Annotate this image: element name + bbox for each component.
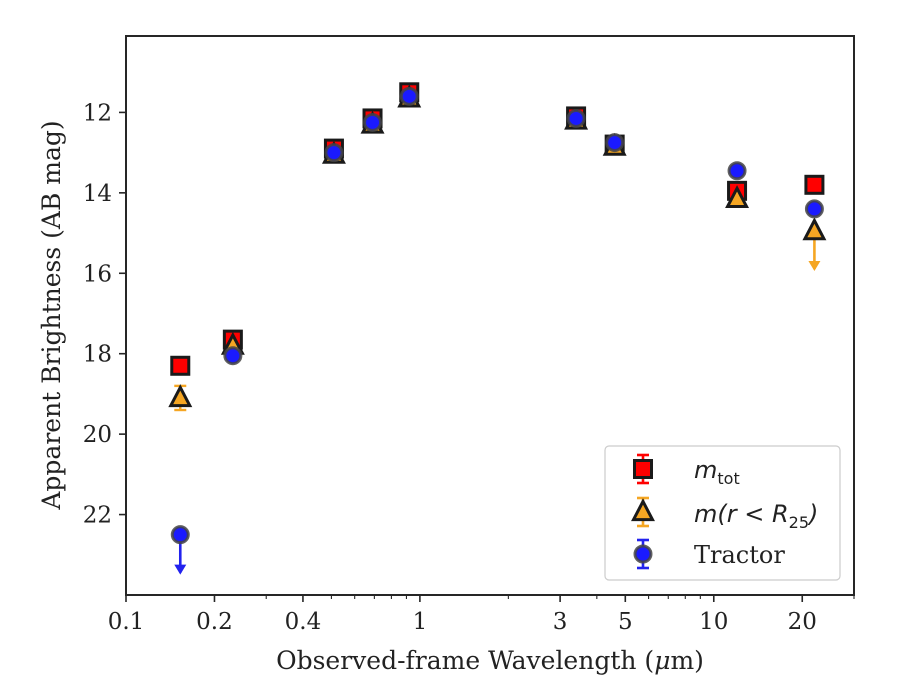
plot-frame <box>125 35 855 596</box>
y-axis-title: Apparent Brightness (AB mag) <box>37 120 66 510</box>
upper-limit-arrow-head <box>174 564 187 575</box>
y-tick-label: 22 <box>83 503 112 529</box>
x-tick-label: 20 <box>788 609 817 635</box>
data-point-tractor <box>324 143 344 163</box>
data-point-tractor <box>804 199 824 219</box>
data-point-tractor <box>170 525 190 545</box>
x-tick-label: 0.4 <box>285 609 322 635</box>
legend-label-m-r-r25: m(r < R25) <box>694 500 818 532</box>
x-tick-label: 1 <box>413 609 428 635</box>
data-point-tractor <box>566 108 586 128</box>
upper-limit-arrow-head <box>808 261 821 272</box>
legend-marker-tractor <box>633 544 653 564</box>
x-tick-label: 5 <box>618 609 633 635</box>
data-point-tractor <box>363 112 383 132</box>
data-point-mtot <box>170 355 191 376</box>
y-tick-label: 20 <box>83 422 112 448</box>
x-tick-label: 0.1 <box>108 609 145 635</box>
series-mtot <box>170 82 825 376</box>
y-tick-label: 14 <box>83 181 112 207</box>
data-point-m-r-r25 <box>168 384 193 408</box>
legend-marker-mtot <box>633 459 653 479</box>
y-tick-label: 18 <box>83 342 112 368</box>
ticks-layer: 0.1 0.2 0.4 1 3 5 10 20 12 14 16 18 20 22 <box>83 100 855 635</box>
y-tick-label: 16 <box>83 261 112 287</box>
points-layer <box>168 82 827 575</box>
legend-markers <box>631 453 655 570</box>
legend-label-mtot: mtot <box>694 456 740 488</box>
y-tick-label: 12 <box>83 100 112 126</box>
data-point-tractor <box>727 161 747 181</box>
data-point-tractor <box>223 346 243 366</box>
data-point-mtot <box>804 174 825 195</box>
x-tick-label: 3 <box>553 609 568 635</box>
legend-marker-m-r-r25 <box>631 498 655 522</box>
legend-label-tractor: Tractor <box>694 541 785 569</box>
data-point-tractor <box>605 133 625 153</box>
x-tick-label: 0.2 <box>196 609 233 635</box>
legend-box <box>604 445 841 581</box>
x-axis-title: Observed-frame Wavelength (μm) <box>276 646 704 675</box>
data-point-m-r-r25 <box>802 217 827 241</box>
data-point-m-r-r25 <box>725 185 750 209</box>
series-tractor <box>170 86 824 575</box>
data-point-tractor <box>399 86 419 106</box>
series-m-r-r25 <box>168 84 827 412</box>
legend: mtot m(r < R25) Tractor <box>604 445 841 581</box>
x-tick-label: 10 <box>699 609 728 635</box>
